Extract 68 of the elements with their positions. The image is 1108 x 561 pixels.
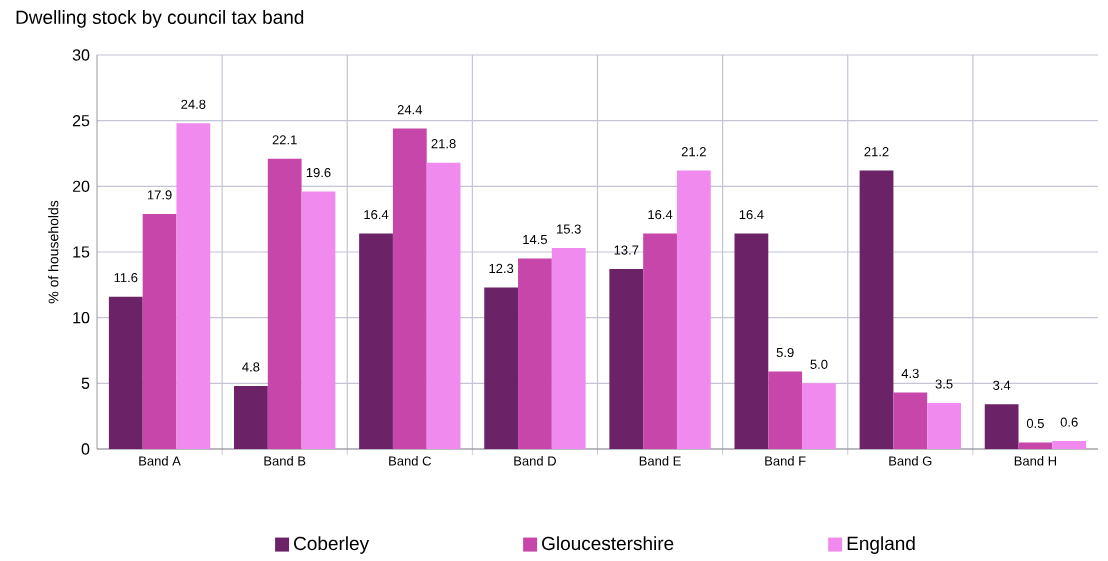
legend-label: Gloucestershire — [542, 536, 674, 551]
data-label: 12.3 — [489, 263, 514, 274]
bar — [802, 383, 836, 449]
bar — [609, 269, 644, 449]
bar — [518, 258, 552, 449]
data-label: 4.3 — [901, 368, 919, 379]
x-tick-label: Band A — [139, 456, 181, 466]
y-tick-label: 15 — [73, 246, 90, 258]
data-label: 22.1 — [272, 135, 297, 145]
y-tick-label: 5 — [81, 377, 90, 389]
x-tick-label: Band E — [639, 456, 681, 466]
y-tick-label: 10 — [73, 312, 90, 324]
data-label: 21.2 — [681, 147, 706, 157]
bar — [426, 162, 461, 449]
legend-label: England — [847, 536, 915, 554]
data-label: 15.3 — [557, 224, 581, 234]
bar — [301, 191, 336, 449]
chart-title: Dwelling stock by council tax band — [16, 10, 304, 28]
data-label: 19.6 — [306, 168, 331, 178]
bar — [234, 385, 268, 449]
y-tick-label: 25 — [72, 115, 90, 127]
y-tick-label: 0 — [81, 443, 90, 455]
data-label: 11.6 — [114, 273, 138, 283]
bar — [176, 123, 211, 449]
bar — [768, 371, 803, 449]
bar — [927, 403, 961, 449]
bar — [1052, 441, 1087, 449]
data-label: 16.4 — [364, 210, 389, 220]
data-label: 5.0 — [810, 359, 828, 369]
data-label: 17.9 — [147, 190, 172, 200]
data-label: 14.5 — [523, 235, 548, 245]
bar — [643, 233, 677, 449]
data-label: 3.4 — [993, 380, 1011, 390]
y-tick-label: 30 — [72, 49, 90, 61]
data-label: 0.6 — [1060, 417, 1078, 427]
bar — [108, 296, 143, 449]
bar — [1018, 442, 1053, 449]
bar — [267, 158, 302, 449]
data-label: 3.5 — [935, 379, 953, 389]
data-label: 21.2 — [864, 147, 889, 157]
data-label: 21.8 — [431, 139, 456, 149]
bar — [734, 233, 769, 449]
data-label: 13.7 — [614, 245, 639, 255]
legend-label: Coberley — [294, 536, 370, 554]
bar — [551, 248, 586, 449]
bar — [142, 213, 177, 449]
x-tick-label: Band B — [264, 456, 306, 466]
data-label: 0.5 — [1026, 418, 1044, 429]
bar — [484, 287, 519, 449]
data-label: 4.8 — [242, 362, 260, 372]
x-tick-label: Band H — [1014, 456, 1057, 466]
bar — [893, 392, 928, 449]
bar — [676, 170, 711, 449]
x-tick-label: Band F — [765, 456, 806, 466]
data-label: 16.4 — [739, 210, 764, 220]
bar — [359, 233, 393, 449]
bar — [392, 128, 427, 449]
x-tick-label: Band G — [889, 456, 932, 466]
data-label: 16.4 — [648, 210, 673, 220]
y-tick-label: 20 — [72, 180, 90, 192]
x-tick-label: Band C — [389, 456, 431, 466]
data-label: 5.9 — [776, 347, 794, 358]
data-label: 24.4 — [397, 105, 423, 115]
bar — [984, 404, 1019, 449]
x-tick-label: Band D — [514, 456, 556, 466]
data-label: 24.8 — [181, 99, 206, 109]
bar — [859, 170, 894, 449]
y-axis-title: % of households — [48, 200, 59, 304]
